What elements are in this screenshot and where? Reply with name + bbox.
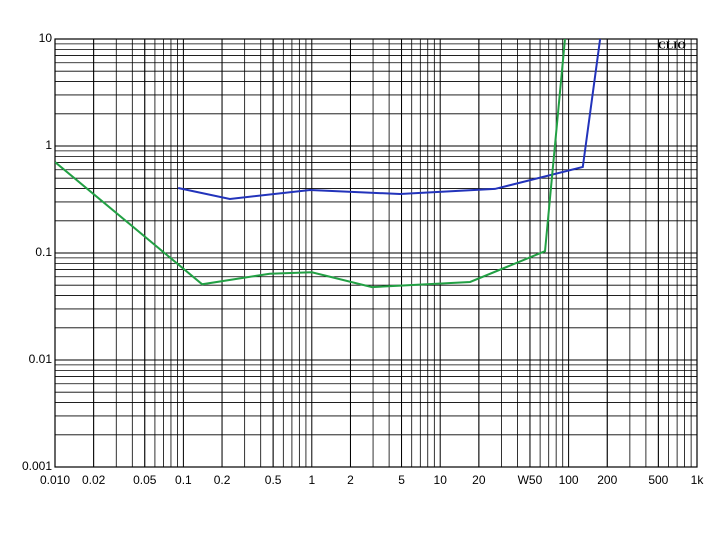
x-tick-label: 10 — [434, 473, 448, 487]
x-tick-label: 1k — [691, 473, 705, 487]
x-tick-label: 5 — [398, 473, 405, 487]
x-tick-label: W50 — [518, 473, 543, 487]
x-tick-label: 0.1 — [175, 473, 192, 487]
x-tick-label: 500 — [648, 473, 668, 487]
data-line — [55, 39, 566, 289]
x-tick-label: 0.5 — [265, 473, 282, 487]
x-tick-label: 2 — [347, 473, 354, 487]
y-tick-label: 1 — [45, 138, 52, 152]
plot-border — [54, 38, 698, 468]
annotation: CLIO — [658, 40, 687, 52]
x-tick-label: 0.2 — [214, 473, 231, 487]
y-tick-label: 0.001 — [22, 459, 52, 473]
x-tick-label: 1 — [308, 473, 315, 487]
y-tick-label: 10 — [39, 31, 53, 45]
x-tick-label: 200 — [597, 473, 617, 487]
y-tick-label: 0.01 — [29, 352, 53, 366]
y-tick-label: 0.1 — [35, 245, 52, 259]
x-tick-label: 0.010 — [40, 473, 70, 487]
data-line — [177, 39, 602, 200]
x-tick-label: 0.05 — [133, 473, 157, 487]
x-tick-label: 0.02 — [82, 473, 106, 487]
plot-area — [54, 38, 698, 468]
series-group — [55, 39, 602, 289]
x-tick-label: 20 — [472, 473, 486, 487]
x-tick-label: 100 — [559, 473, 579, 487]
